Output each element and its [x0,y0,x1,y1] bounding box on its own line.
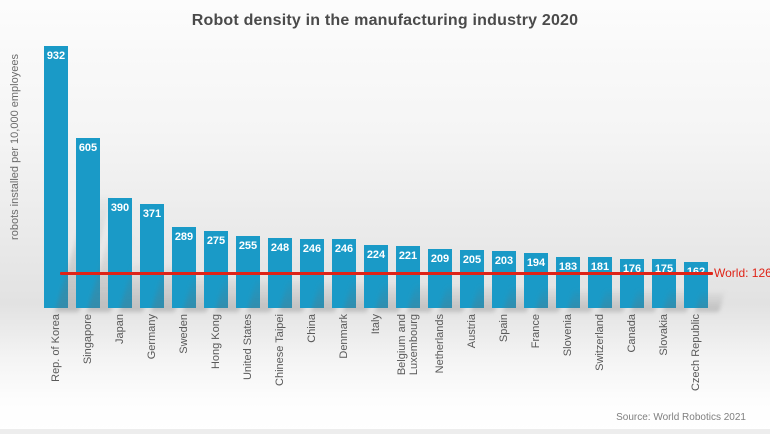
category-label: Chinese Taipei [274,314,286,386]
bar-value-label: 205 [462,254,482,266]
bar [76,138,100,308]
category-label: Japan [114,314,126,344]
bar [204,231,228,308]
chart-title: Robot density in the manufacturing indus… [191,12,579,29]
category-label: Germany [146,314,158,360]
bar [524,253,548,308]
bar [684,262,708,308]
bar [652,259,676,308]
bar-value-label: 390 [110,202,130,214]
category-label: Austria [466,314,478,349]
bar-value-label: 255 [238,240,258,252]
bar-value-label: 203 [494,255,514,267]
bar [396,246,420,308]
bar-value-label: 183 [558,261,578,273]
bar [620,259,644,308]
category-label: Belgium and Luxembourg [396,314,420,376]
category-label: Canada [626,314,638,353]
bar-value-label: 932 [46,50,66,62]
bar [108,198,132,308]
bar-value-label: 605 [78,142,98,154]
y-axis-label: robots installed per 10,000 employees [9,54,21,240]
category-label: Denmark [338,314,350,359]
world-average-label: World: 126 [714,266,770,280]
bar [172,227,196,308]
category-label: Singapore [82,314,94,365]
bar [460,250,484,308]
bar-value-label: 246 [302,243,322,255]
category-label: Switzerland [594,314,606,371]
bottom-strip [0,429,770,434]
bar-value-label: 224 [366,249,386,261]
bar [556,257,580,308]
bar-value-label: 221 [398,250,418,262]
bar [588,257,612,308]
category-label: Czech Republic [690,314,702,392]
category-label: Slovenia [562,314,574,357]
bar-value-label: 194 [526,257,546,269]
world-average-line [60,272,713,275]
bar [428,249,452,308]
category-label: Netherlands [434,314,446,374]
category-label: Rep. of Korea [50,314,62,382]
source-note: Source: World Robotics 2021 [616,412,746,423]
bar [44,46,68,308]
bar-value-label: 246 [334,243,354,255]
category-label: United States [242,314,254,381]
category-label: Slovakia [658,314,670,356]
bar-value-label: 209 [430,253,450,265]
bar-value-label: 181 [590,261,610,273]
bar [364,245,388,308]
category-label: China [306,314,318,343]
category-label: France [530,314,542,349]
category-label: Italy [370,314,382,335]
bar-value-label: 289 [174,231,194,243]
bar [492,251,516,308]
bar-value-label: 371 [142,208,162,220]
bar-value-label: 248 [270,242,290,254]
bar [140,204,164,308]
category-label: Hong Kong [210,314,222,370]
category-label: Sweden [178,314,190,354]
category-label: Spain [498,314,510,343]
bar-value-label: 275 [206,235,226,247]
